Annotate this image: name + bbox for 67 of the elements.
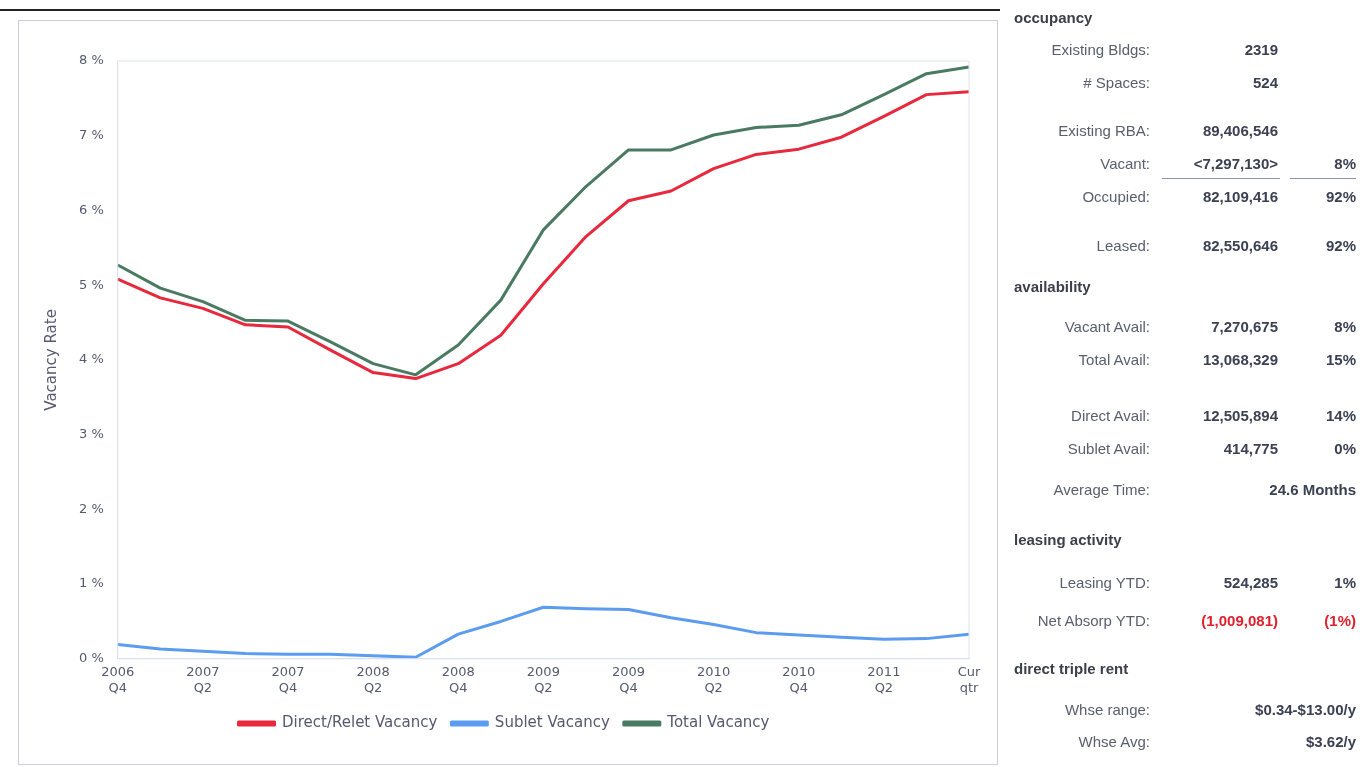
x-tick-label: 2007 Q4 (271, 663, 305, 695)
y-tick-label: 5 % (78, 276, 104, 292)
legend-label: Total Vacancy (666, 713, 770, 732)
legend-label: Sublet Vacancy (494, 713, 610, 732)
text: 89,406,546 (1202, 122, 1278, 140)
y-tick-label: 0 % (78, 650, 104, 666)
text: 8% (1334, 318, 1356, 336)
text: Vacant Avail: (1064, 318, 1150, 336)
text: Whse range: (1064, 701, 1150, 719)
x-tick-label: 2009 Q4 (611, 663, 646, 695)
text: # Spaces: (1083, 74, 1150, 92)
x-tick-label: 2008 Q2 (356, 663, 390, 695)
text: 92% (1325, 188, 1356, 206)
y-tick-label: 1 % (78, 575, 104, 591)
x-tick-label: 2009 Q2 (526, 663, 560, 695)
x-tick-label: 2011 Q2 (867, 663, 901, 695)
y-axis-title: Vacancy Rate (41, 309, 60, 411)
text: Existing Bldgs: (1051, 41, 1150, 59)
text: Vacant: (1100, 155, 1150, 173)
x-tick-label: 2010 Q2 (697, 663, 731, 695)
text: 14% (1325, 407, 1356, 425)
legend-label: Direct/Relet Vacancy (282, 713, 438, 732)
x-tick-label: 2008 Q4 (441, 663, 475, 695)
y-tick-label: 8 % (78, 52, 104, 68)
text: <7,297,130> (1193, 155, 1278, 173)
text: availability (1014, 278, 1091, 296)
text: 0% (1334, 440, 1356, 458)
x-tick-label: 2007 Q2 (186, 663, 220, 695)
text: Direct Avail: (1071, 407, 1150, 425)
y-tick-label: 7 % (78, 127, 104, 143)
text: Whse Avg: (1078, 733, 1150, 751)
text: 524 (1252, 74, 1278, 92)
text: 524,285 (1223, 574, 1278, 592)
text: Sublet Avail: (1067, 440, 1150, 458)
text: 15% (1325, 351, 1356, 369)
text: 82,109,416 (1202, 188, 1278, 206)
text: Leasing YTD: (1059, 574, 1150, 592)
text: (1,009,081) (1201, 612, 1278, 630)
text: $0.34-$13.00/y (1255, 701, 1356, 719)
x-tick-label: 2010 Q4 (782, 663, 816, 695)
text: Total Avail: (1078, 351, 1150, 369)
y-tick-label: 3 % (78, 426, 104, 441)
text: Leased: (1096, 237, 1150, 255)
text: 24.6 Months (1269, 481, 1356, 499)
text: leasing activity (1014, 531, 1122, 549)
text: Existing RBA: (1058, 122, 1150, 140)
text: Average Time: (1053, 481, 1150, 499)
text: 1% (1334, 574, 1356, 592)
x-tick-label: Cur qtr (957, 663, 981, 695)
text: occupancy (1014, 9, 1093, 27)
text: 12,505,894 (1202, 407, 1278, 425)
text: 2319 (1244, 41, 1278, 59)
text: (1%) (1324, 612, 1356, 630)
y-tick-label: 6 % (78, 201, 104, 217)
text: 82,550,646 (1202, 237, 1278, 255)
y-tick-label: 2 % (78, 500, 104, 516)
text: 414,775 (1223, 440, 1278, 458)
text: 8% (1334, 155, 1356, 173)
x-tick-label: 2006 Q4 (101, 663, 135, 695)
text: $3.62/y (1305, 733, 1356, 751)
text: 13,068,329 (1202, 351, 1278, 369)
text: 92% (1325, 237, 1356, 255)
text: 7,270,675 (1211, 318, 1278, 336)
text: Net Absorp YTD: (1037, 612, 1150, 630)
y-tick-label: 4 % (78, 351, 104, 367)
text: Occupied: (1082, 188, 1150, 206)
text: direct triple rent (1014, 660, 1129, 678)
